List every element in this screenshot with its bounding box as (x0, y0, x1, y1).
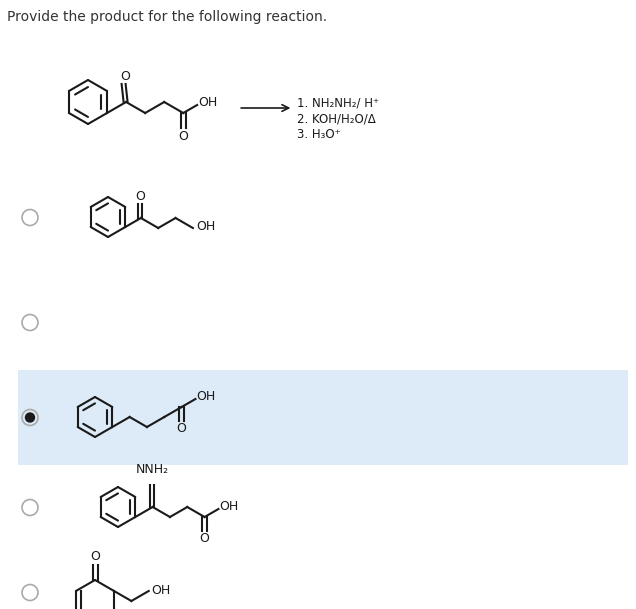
Text: OH: OH (197, 390, 216, 404)
Text: O: O (178, 130, 188, 143)
Text: O: O (90, 551, 100, 563)
Text: OH: OH (219, 501, 238, 513)
Text: 3. H₃O⁺: 3. H₃O⁺ (297, 128, 341, 141)
Text: O: O (135, 189, 146, 203)
Text: 2. KOH/H₂O/Δ: 2. KOH/H₂O/Δ (297, 112, 376, 125)
Text: OH: OH (196, 220, 215, 233)
Text: Provide the product for the following reaction.: Provide the product for the following re… (7, 10, 327, 24)
Text: OH: OH (152, 583, 171, 596)
Circle shape (25, 413, 34, 422)
Bar (18, 370, 628, 465)
Text: O: O (177, 423, 186, 435)
Text: 1. NH₂NH₂/ H⁺: 1. NH₂NH₂/ H⁺ (297, 96, 380, 109)
Text: O: O (120, 69, 130, 82)
Text: O: O (200, 532, 209, 546)
Text: NNH₂: NNH₂ (136, 463, 169, 476)
Text: OH: OH (198, 96, 218, 110)
